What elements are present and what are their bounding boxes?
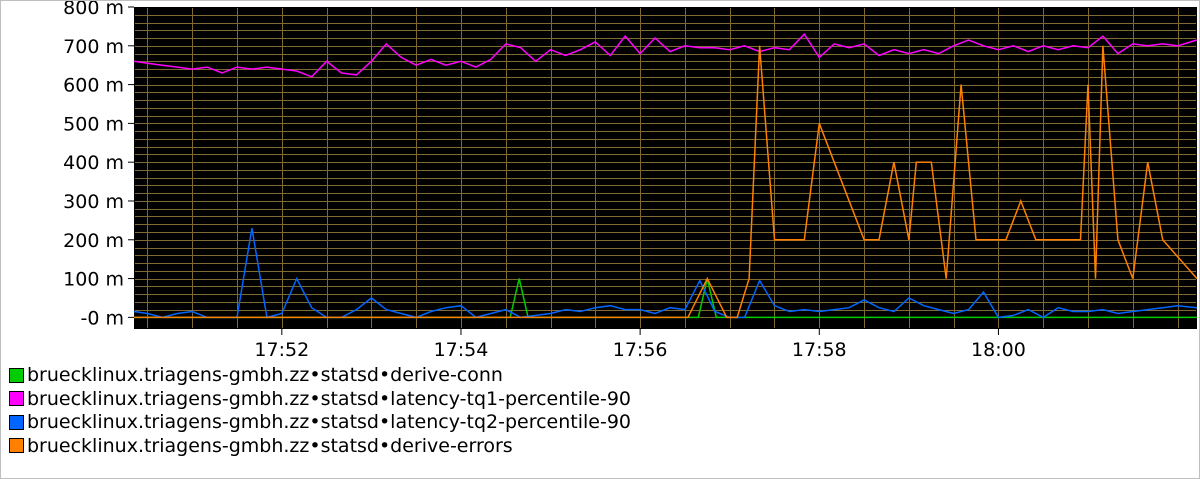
- x-tick-label: 17:58: [792, 339, 847, 361]
- y-tick-label: 200 m: [63, 230, 124, 252]
- legend-swatch: [9, 391, 24, 406]
- x-axis: 17:52 17:54 17:56 17:58 18:00: [254, 329, 1026, 361]
- series-line: [133, 227, 1198, 319]
- y-tick-label: 700 m: [63, 36, 124, 58]
- series-line: [133, 32, 1198, 78]
- y-tick-label: 500 m: [63, 113, 124, 135]
- x-tick-label: 17:54: [434, 339, 489, 361]
- legend-label: bruecklinux.triagens-gmbh.zz•statsd•deri…: [27, 364, 503, 386]
- y-tick-label: 100 m: [63, 269, 124, 291]
- legend-label: bruecklinux.triagens-gmbh.zz•statsd•late…: [27, 387, 632, 410]
- y-tick-label: 800 m: [63, 1, 124, 19]
- legend-item: bruecklinux.triagens-gmbh.zz•statsd•deri…: [9, 364, 631, 386]
- legend-item: bruecklinux.triagens-gmbh.zz•statsd•deri…: [9, 435, 631, 457]
- series-lines: [133, 32, 1198, 319]
- legend-swatch: [9, 438, 24, 453]
- legend-item: bruecklinux.triagens-gmbh.zz•statsd•late…: [9, 411, 631, 433]
- x-tick-label: 17:52: [254, 339, 309, 361]
- y-axis: 800 m 700 m 600 m 500 m 400 m 300 m 200 m 100 m…: [63, 1, 134, 329]
- plot-border: [134, 7, 1197, 329]
- y-tick-label: 300 m: [63, 191, 124, 213]
- x-tick-label: 17:56: [613, 339, 668, 361]
- legend-label: bruecklinux.triagens-gmbh.zz•statsd•deri…: [27, 434, 513, 457]
- line-chart: 800 m 700 m 600 m 500 m 400 m 300 m 200 m 100 m…: [63, 1, 1198, 361]
- series-line: [134, 45, 1198, 319]
- legend-label: bruecklinux.triagens-gmbh.zz•statsd•late…: [27, 411, 632, 433]
- legend-swatch: [9, 367, 24, 383]
- y-tick-label: 600 m: [63, 75, 124, 97]
- legend-swatch: [9, 414, 24, 430]
- y-tick-label: -0 m: [81, 307, 125, 329]
- y-tick-label: 400 m: [63, 152, 124, 174]
- legend-item: bruecklinux.triagens-gmbh.zz•statsd•late…: [9, 388, 631, 410]
- legend: bruecklinux.triagens-gmbh.zz•statsd•deri…: [9, 364, 631, 458]
- x-tick-label: 18:00: [971, 339, 1026, 361]
- plot-area: [134, 7, 1197, 329]
